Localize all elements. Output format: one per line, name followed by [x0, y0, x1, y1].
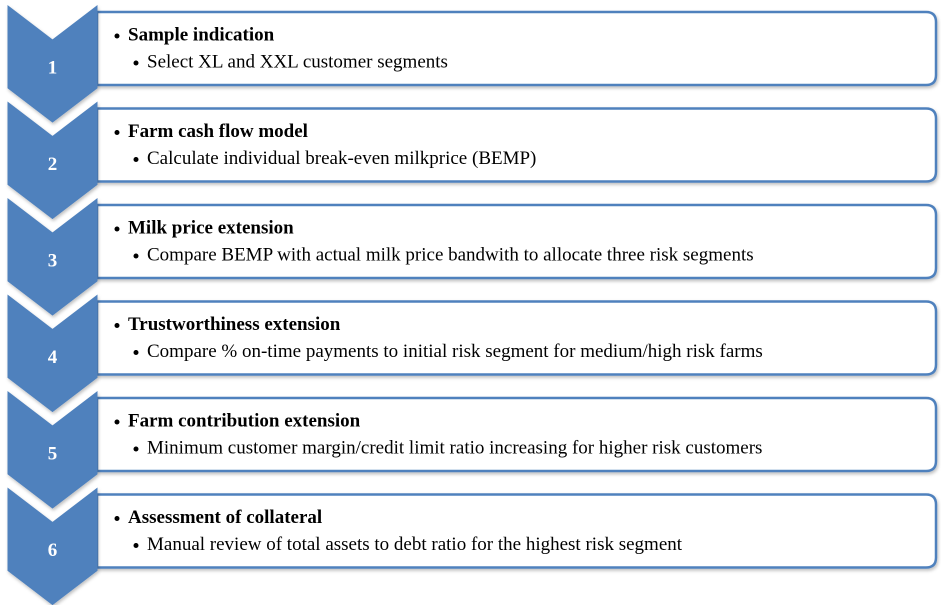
step-number: 3: [48, 250, 58, 271]
step-title: Trustworthiness extension: [128, 314, 341, 335]
chevron: [7, 487, 98, 605]
step-box: [95, 493, 938, 569]
step: 4 Trustworthiness extension Compare % on-t…: [7, 294, 938, 413]
bullet: [114, 419, 120, 425]
step-number: 1: [48, 57, 58, 78]
bullet: [114, 323, 120, 328]
step-box: [95, 10, 938, 87]
bullet: [133, 350, 139, 355]
step-box: [95, 300, 938, 376]
step-box: [95, 203, 938, 280]
step-detail: Compare BEMP with actual milk price band…: [147, 244, 754, 265]
bullet: [114, 226, 120, 232]
bullet: [133, 157, 139, 162]
step-title: Farm contribution extension: [128, 410, 361, 431]
step-title: Farm cash flow model: [128, 121, 308, 142]
step-box: [95, 107, 938, 183]
chevron: [7, 197, 98, 316]
step-title: Assessment of collateral: [128, 507, 322, 528]
chevron: [7, 4, 98, 123]
step: 5 Farm contribution extension Minimum cust…: [7, 390, 938, 509]
bullet: [133, 253, 139, 259]
step-detail: Minimum customer margin/credit limit rat…: [147, 437, 762, 458]
bullet: [114, 516, 120, 521]
bullet: [133, 446, 139, 452]
chevron: [7, 294, 98, 413]
step: 1 Sample indication Select XL and XXL cust…: [7, 4, 938, 123]
step-number: 6: [48, 540, 58, 561]
step-number: 2: [48, 154, 58, 175]
chevron: [7, 101, 98, 220]
step-detail: Select XL and XXL customer segments: [147, 51, 448, 72]
step-detail: Manual review of total assets to debt ra…: [147, 534, 683, 555]
step-detail: Compare % on-time payments to initial ri…: [147, 341, 763, 362]
step-title: Sample indication: [128, 24, 275, 45]
step: 2 Farm cash flow model Calculate individua…: [7, 101, 938, 220]
step: 6 Assessment of collateral Manual review o…: [7, 487, 938, 605]
step-title: Milk price extension: [128, 217, 294, 238]
bullet: [114, 33, 120, 39]
bullet: [114, 130, 120, 135]
bullet: [133, 543, 139, 548]
step-number: 4: [48, 347, 58, 368]
step-detail: Calculate individual break-even milkpric…: [147, 148, 536, 169]
bullet: [133, 60, 139, 66]
chevron: [7, 390, 98, 509]
step-box: [95, 396, 938, 473]
step: 3 Milk price extension Compare BEMP with a…: [7, 197, 938, 316]
step-number: 5: [48, 443, 58, 464]
